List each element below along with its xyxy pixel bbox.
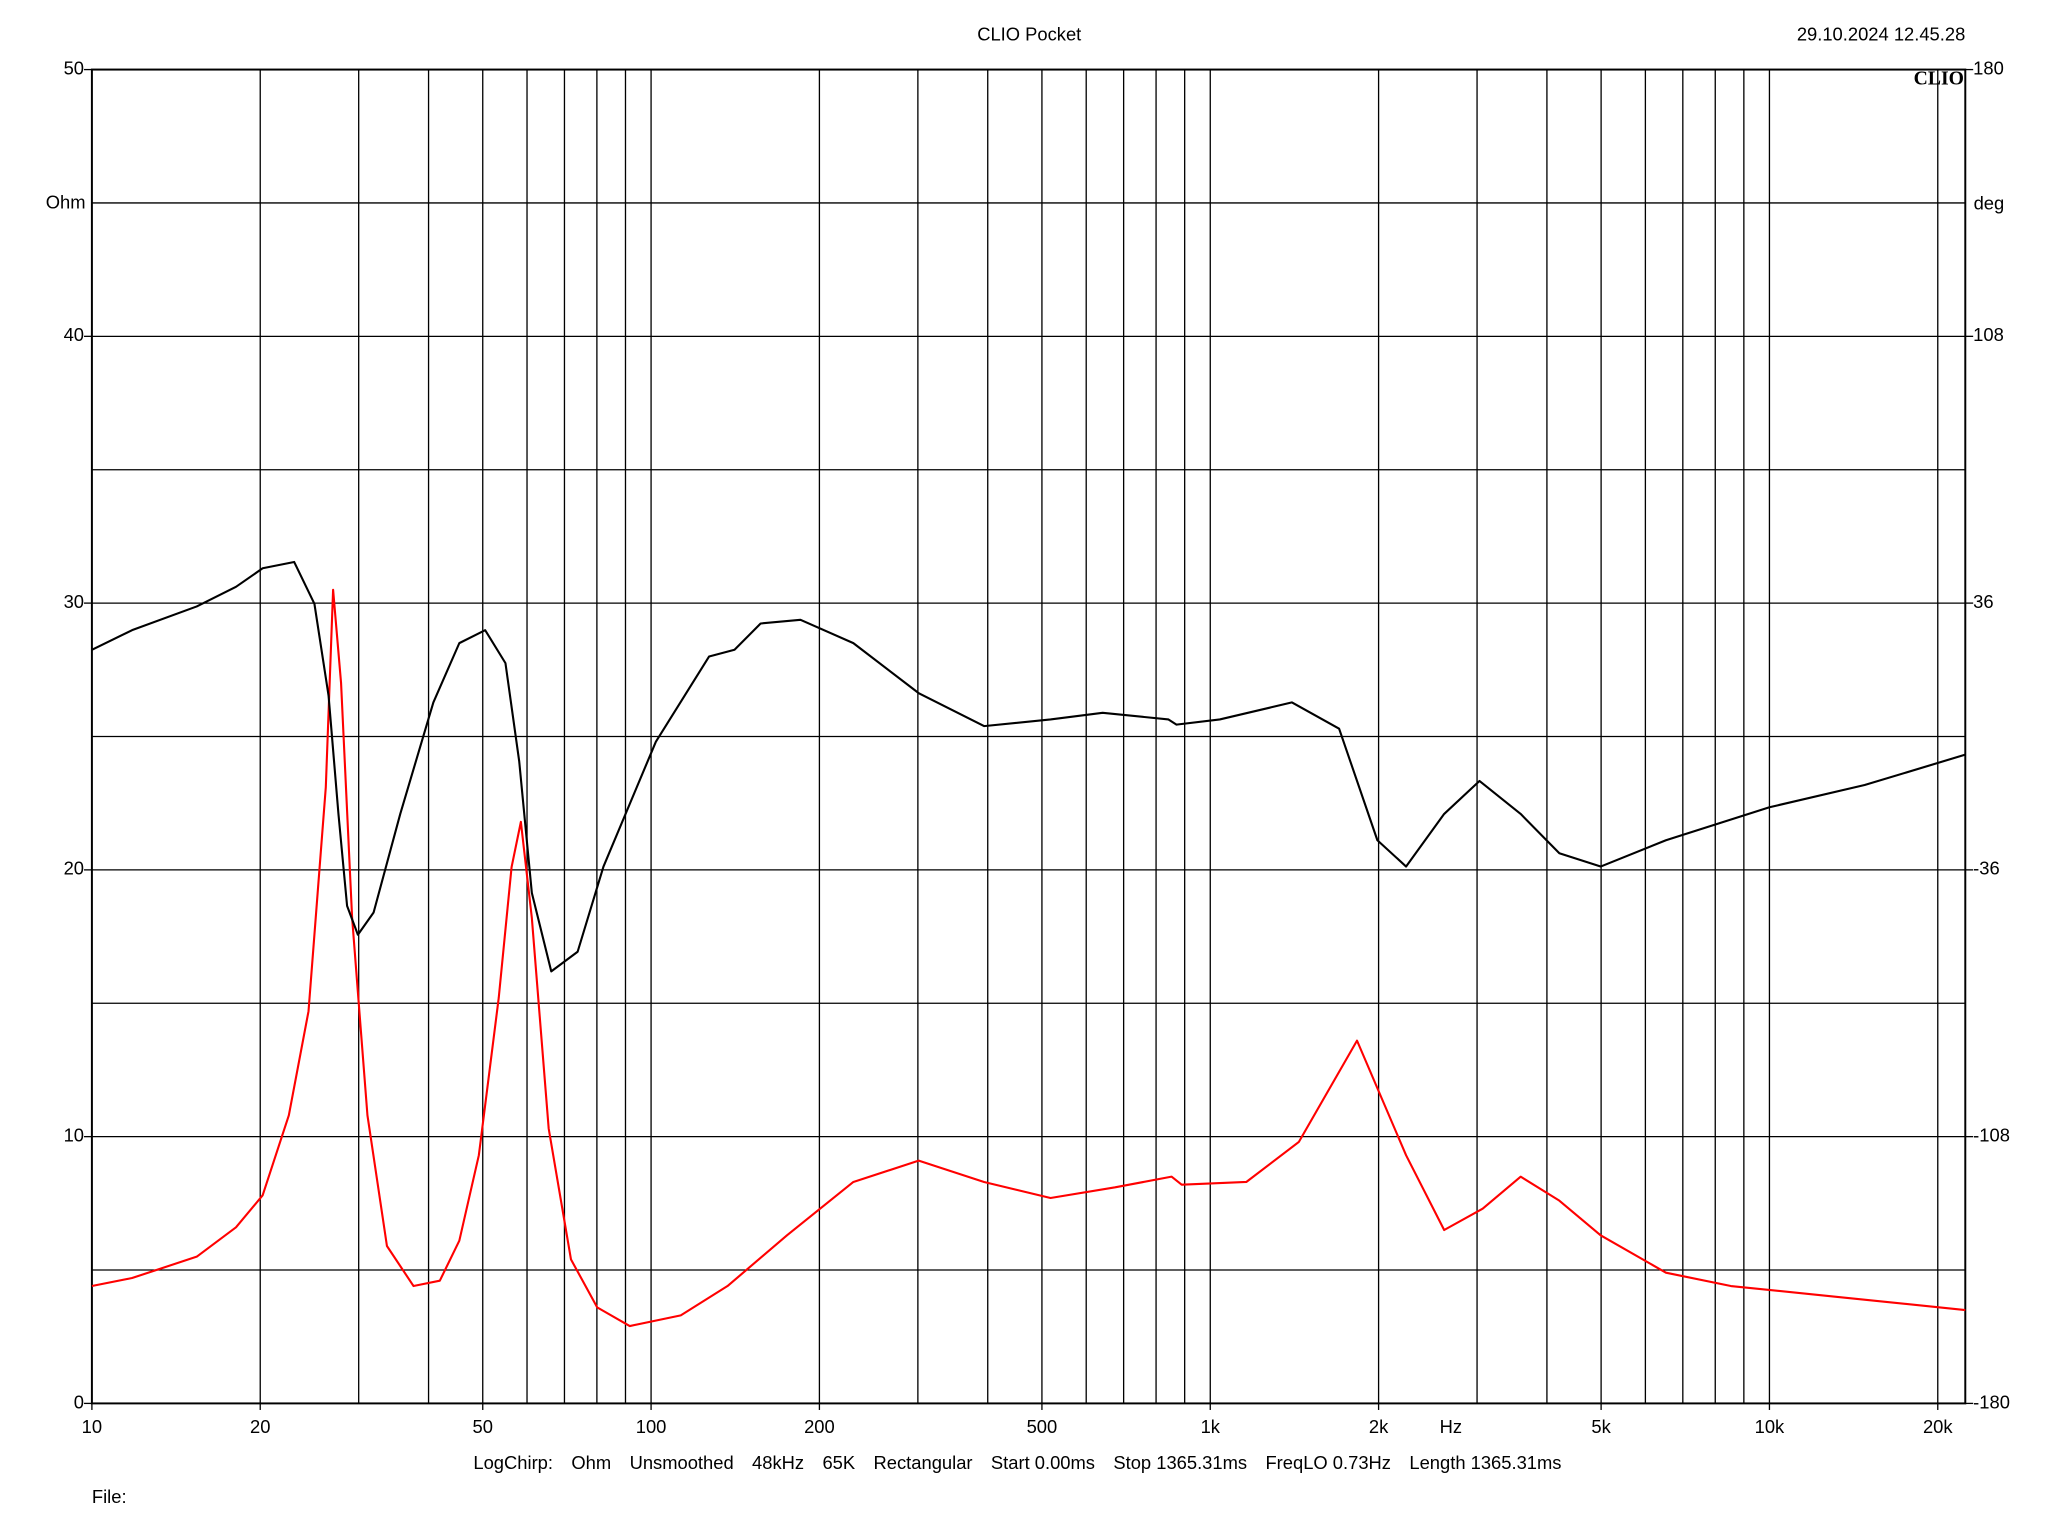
x-tick-label: 100 (636, 1416, 667, 1437)
y2-axis-label: deg (1974, 193, 2005, 214)
footer-item: Start 0.00ms (991, 1452, 1095, 1473)
x-tick-label: 2k (1369, 1416, 1389, 1437)
y-tick-label: 40 (64, 324, 84, 345)
footer-item: 48kHz (752, 1452, 804, 1473)
x-tick-label: 10 (82, 1416, 102, 1437)
y2-tick-label: 36 (1973, 591, 1993, 612)
x-tick-label: 500 (1027, 1416, 1058, 1437)
y-tick-label: 0 (74, 1391, 84, 1412)
x-tick-label: 20 (250, 1416, 270, 1437)
y2-tick-label: 180 (1973, 57, 2004, 78)
y2-tick-label: -180 (1973, 1391, 2010, 1412)
file-label: File: (92, 1486, 127, 1507)
footer-item: 65K (822, 1452, 855, 1473)
footer-item: LogChirp: (473, 1452, 553, 1473)
logo: CLIO (1914, 68, 1964, 90)
y-axis-label: Ohm (46, 191, 86, 212)
x-tick-label: 20k (1923, 1416, 1953, 1437)
timestamp: 29.10.2024 12.45.28 (1797, 23, 1965, 44)
y-tick-label: 50 (64, 57, 84, 78)
x-tick-label: 1k (1201, 1416, 1221, 1437)
y2-tick-label: -108 (1973, 1124, 2010, 1145)
x-axis-label: Hz (1440, 1416, 1462, 1437)
y-tick-label: 30 (64, 591, 84, 612)
plot-frame (90, 68, 1967, 1405)
footer-item: Rectangular (874, 1452, 973, 1473)
footer-item: Ohm (571, 1452, 611, 1473)
footer-item: Unsmoothed (630, 1452, 734, 1473)
x-tick-label: 10k (1755, 1416, 1785, 1437)
x-tick-label: 5k (1591, 1416, 1611, 1437)
footer: LogChirp: Ohm Unsmoothed 48kHz 65K Rectangula… (473, 1452, 1561, 1473)
series-line (91, 588, 1966, 1328)
footer-item: FreqLO 0.73Hz (1265, 1452, 1391, 1473)
y2-tick-label: 108 (1973, 324, 2004, 345)
footer-item: Stop 1365.31ms (1113, 1452, 1247, 1473)
y-tick-label: 10 (64, 1124, 84, 1145)
chart-title: CLIO Pocket (977, 23, 1081, 44)
footer-item: Length 1365.31ms (1409, 1452, 1561, 1473)
x-tick-label: 50 (473, 1416, 493, 1437)
x-tick-label: 200 (804, 1416, 835, 1437)
y-tick-label: 20 (64, 858, 84, 879)
series-line (91, 560, 1966, 973)
y2-tick-label: -36 (1973, 858, 2000, 879)
